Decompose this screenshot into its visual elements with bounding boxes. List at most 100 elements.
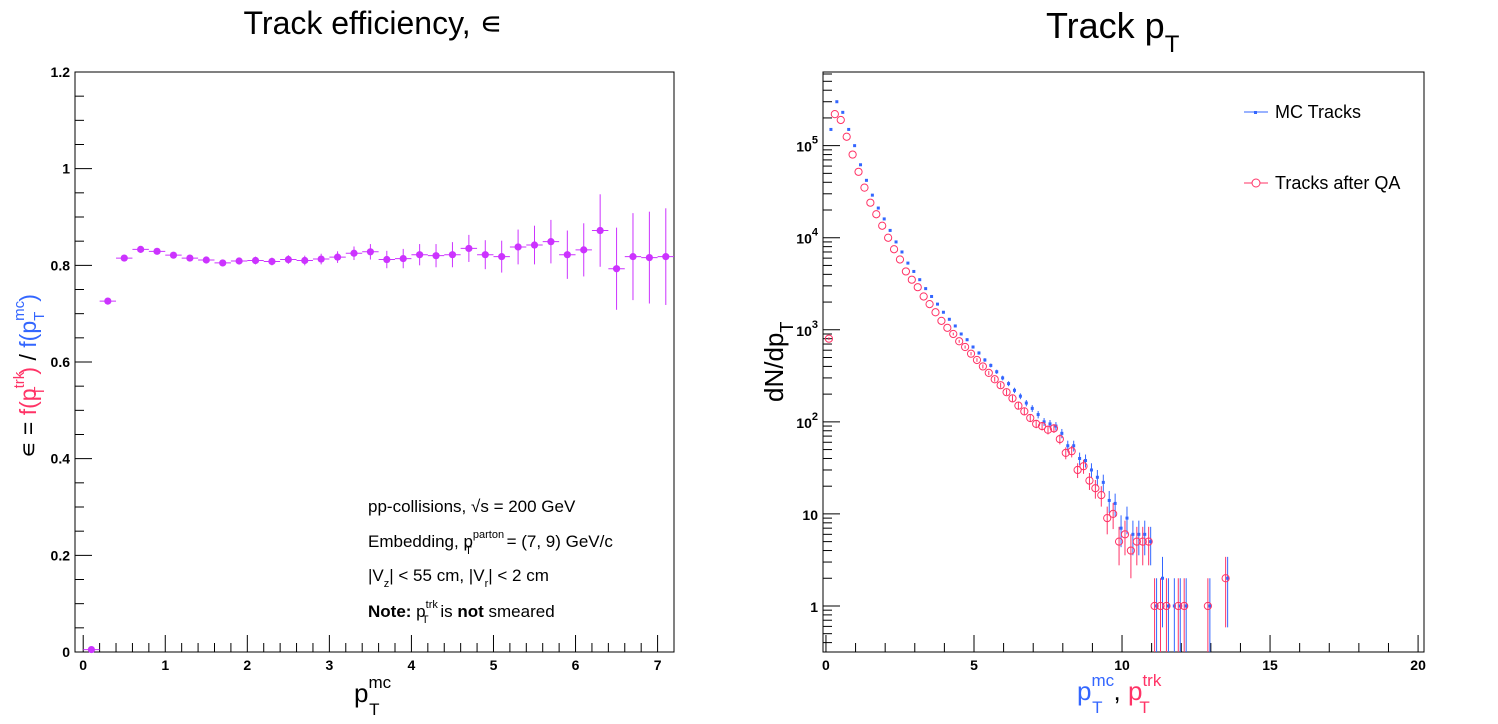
marker: [1203, 601, 1212, 611]
efficiency-point: [83, 645, 100, 654]
marker: [186, 254, 194, 262]
qa-point: [972, 355, 982, 365]
marker: [918, 278, 922, 282]
marker: [842, 132, 851, 141]
marker: [912, 269, 916, 273]
legend-mc-label: MC Tracks: [1275, 102, 1361, 122]
mc-point: [953, 324, 957, 328]
efficiency-point: [559, 230, 576, 279]
x-tick-label: 7: [654, 657, 662, 673]
efficiency-point: [641, 211, 658, 304]
marker: [894, 240, 898, 244]
marker: [235, 257, 243, 265]
marker: [1001, 376, 1005, 380]
marker: [937, 316, 946, 325]
marker: [366, 248, 374, 256]
marker: [829, 127, 833, 131]
marker: [1091, 484, 1100, 493]
marker: [596, 226, 604, 235]
qa-point: [1067, 445, 1076, 458]
marker: [955, 337, 964, 346]
marker: [876, 206, 880, 210]
mc-point: [1042, 418, 1046, 427]
mc-point: [959, 332, 963, 336]
mc-point: [1024, 400, 1028, 407]
marker: [1132, 537, 1141, 546]
marker: [1014, 401, 1023, 410]
efficiency-point: [345, 246, 363, 261]
marker: [120, 254, 128, 262]
marker: [87, 645, 96, 654]
y-tick-label: 1: [62, 161, 70, 177]
efficiency-point: [411, 244, 428, 266]
efficiency-point: [526, 225, 543, 265]
marker: [872, 210, 881, 219]
efficiency-point: [575, 223, 592, 277]
marker: [1049, 424, 1059, 433]
marker: [1054, 424, 1058, 428]
mc-point: [853, 144, 857, 148]
marker: [251, 256, 260, 265]
marker: [498, 253, 506, 261]
marker: [1072, 444, 1076, 448]
marker: [1156, 601, 1165, 611]
marker: [1208, 604, 1212, 608]
qa-point: [1114, 526, 1124, 566]
x-tick-label: 10: [1114, 657, 1130, 673]
y-tick-label: 0.6: [51, 354, 71, 370]
qa-point: [848, 150, 857, 159]
qa-point: [1150, 578, 1159, 652]
marker: [547, 238, 555, 246]
marker: [989, 363, 993, 367]
marker: [137, 245, 145, 253]
qa-point: [1221, 556, 1230, 628]
marker: [1101, 480, 1105, 484]
marker: [888, 228, 892, 232]
efficiency-plot-frame: [74, 71, 675, 653]
marker: [953, 324, 957, 328]
marker: [219, 259, 227, 267]
mc-point: [1072, 440, 1076, 452]
legend-mc-marker: [1254, 111, 1257, 114]
efficiency-data-series: [83, 194, 674, 654]
qa-point: [1032, 419, 1041, 429]
qa-point: [1026, 413, 1035, 423]
qa-point: [949, 329, 958, 339]
mc-point: [1030, 405, 1034, 412]
marker: [853, 144, 857, 148]
pt-y-axis-label: dN/dpT: [759, 322, 797, 402]
qa-point: [925, 300, 934, 309]
qa-point: [889, 245, 899, 254]
marker: [1131, 532, 1135, 536]
qa-tracks-series: [824, 110, 1230, 652]
legend-qa-label: Tracks after QA: [1275, 173, 1400, 193]
marker: [971, 345, 975, 349]
marker: [1084, 459, 1088, 463]
mc-tracks-series: [829, 100, 1230, 652]
marker: [847, 127, 851, 131]
marker: [959, 332, 963, 336]
mc-point: [1119, 515, 1123, 548]
mc-point: [870, 193, 874, 197]
marker: [1149, 540, 1153, 544]
efficiency-x-axis-label: pmc T: [354, 673, 392, 719]
efficiency-point: [214, 259, 231, 267]
efficiency-annotation: pp-collisions, √s = 200 GeV Embedding, p…: [368, 497, 613, 626]
efficiency-axis-ticks: [75, 71, 659, 653]
qa-point: [996, 381, 1005, 390]
marker: [907, 275, 916, 284]
marker: [399, 254, 407, 263]
marker: [1184, 604, 1188, 608]
mc-point: [1101, 474, 1105, 492]
qa-point: [913, 283, 922, 292]
qa-point: [1008, 394, 1017, 403]
efficiency-point: [198, 256, 215, 264]
marker: [906, 261, 910, 265]
marker: [941, 310, 945, 314]
efficiency-point: [230, 257, 248, 265]
mc-point: [1107, 490, 1111, 513]
marker: [432, 252, 440, 260]
mc-point: [882, 217, 886, 221]
